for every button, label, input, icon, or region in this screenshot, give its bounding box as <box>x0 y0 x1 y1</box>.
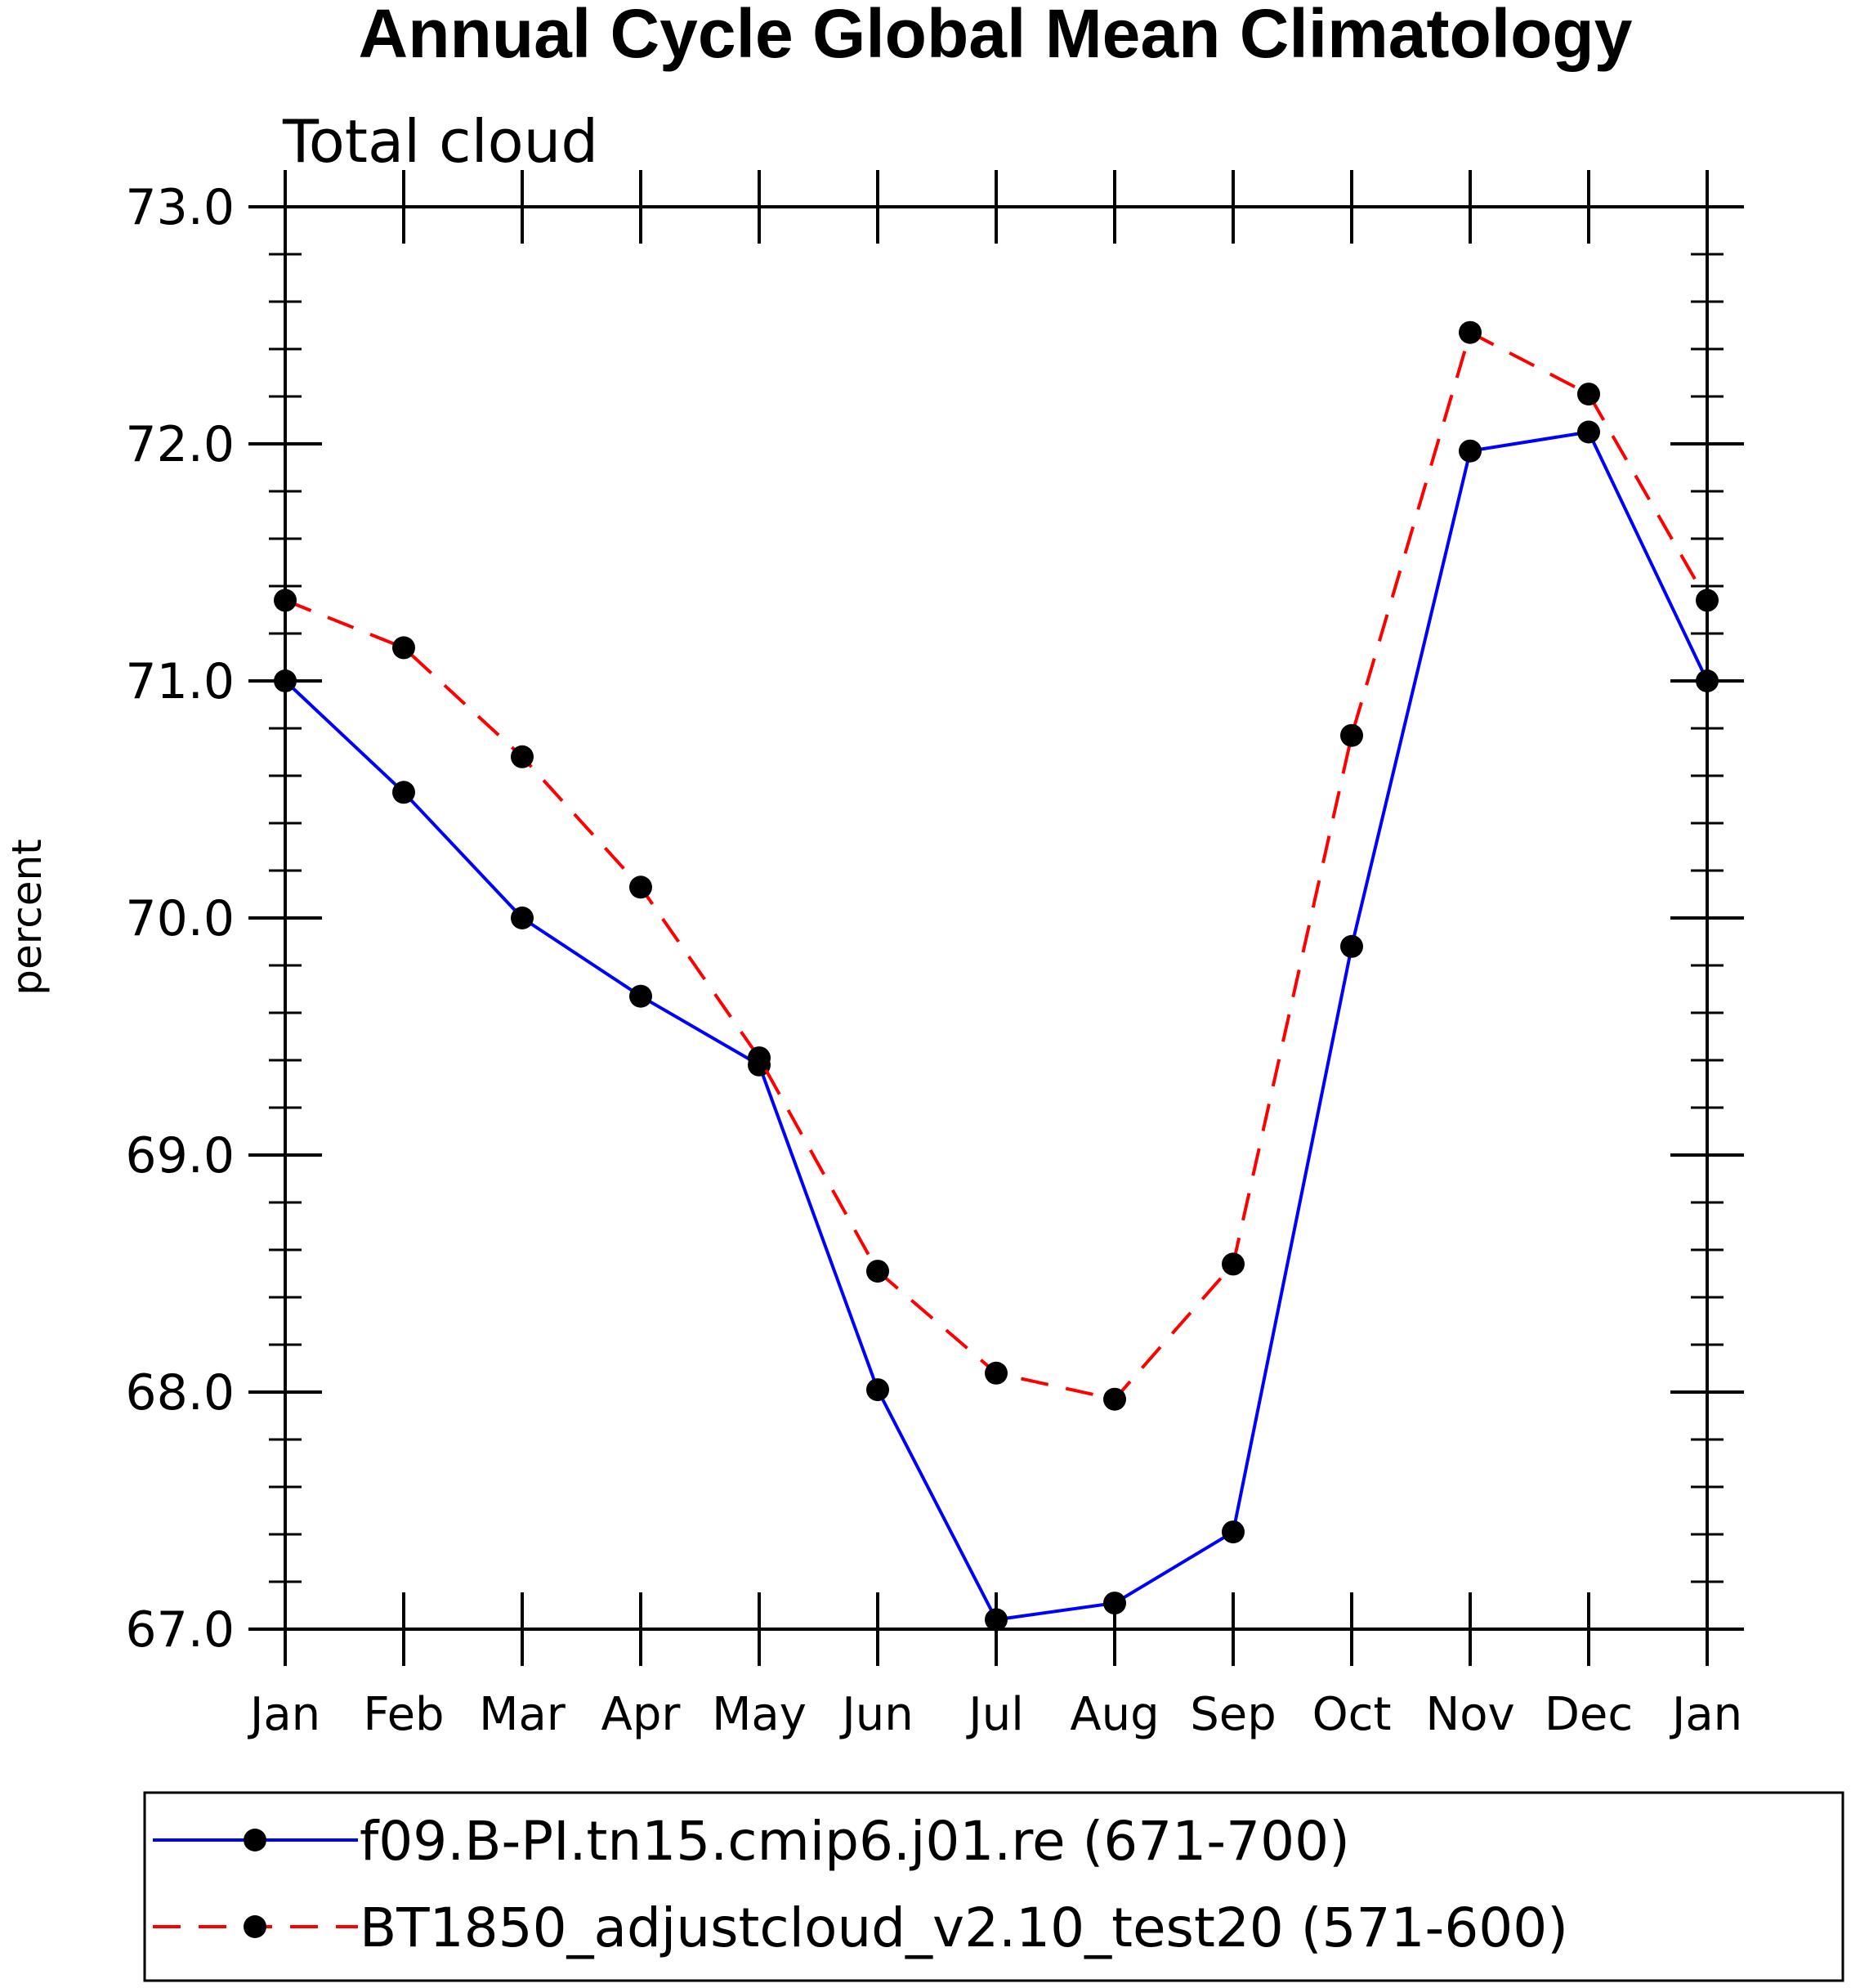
series-2-point <box>985 1361 1008 1385</box>
y-tick-label: 73.0 <box>125 179 235 236</box>
x-tick-label: Jul <box>966 1688 1024 1741</box>
y-tick-label: 71.0 <box>125 653 235 710</box>
x-tick-label: Mar <box>479 1688 566 1741</box>
x-tick-label: Apr <box>601 1688 682 1741</box>
legend-label-2: BT1850_adjustcloud_v2.10_test20 (571-600… <box>360 1896 1568 1959</box>
series-line-2 <box>284 329 1709 1401</box>
series-2-point <box>1340 723 1363 747</box>
plot-frame <box>284 205 1709 1631</box>
series-2-point <box>1459 320 1482 344</box>
series-1-point <box>1222 1520 1245 1544</box>
x-tick-label: Jun <box>839 1688 914 1741</box>
x-tick-label: Jan <box>1670 1688 1742 1741</box>
series-1-point <box>985 1608 1008 1632</box>
axis-ticks <box>248 170 1744 1666</box>
x-tick-labels: Jan Feb Mar Apr May Jun Jul Aug Sep Oct Nov Dec Jan <box>248 1688 1742 1741</box>
legend-box <box>143 1791 1844 1982</box>
data-series <box>274 320 1719 1632</box>
series-1-point <box>1340 934 1363 958</box>
y-tick-label: 70.0 <box>125 890 235 947</box>
y-axis-label: percent <box>3 839 51 996</box>
series-1-point <box>392 781 415 804</box>
series-2-point <box>866 1260 889 1283</box>
x-tick-label: Jan <box>248 1688 320 1741</box>
y-tick-labels: 67.0 68.0 69.0 70.0 71.0 72.0 73.0 <box>125 179 235 1659</box>
series-1-point <box>511 907 534 929</box>
legend-marker-2 <box>244 1915 266 1938</box>
y-tick-label: 69.0 <box>125 1127 235 1184</box>
legend-label-1: f09.B-PI.tn15.cmip6.j01.re (671-700) <box>360 1810 1350 1873</box>
series-1-point <box>866 1378 889 1402</box>
chart-title: Annual Cycle Global Mean Climatology <box>359 0 1633 72</box>
series-1-point <box>1459 439 1482 463</box>
series-1-point <box>629 984 652 1008</box>
series-1-point <box>1577 420 1600 444</box>
y-tick-label: 67.0 <box>125 1601 235 1659</box>
series-2-point <box>748 1046 771 1070</box>
series-2-point <box>511 745 534 768</box>
series-2-point <box>629 875 652 899</box>
y-tick-label: 68.0 <box>125 1364 235 1422</box>
series-2-point <box>1577 383 1600 406</box>
legend: f09.B-PI.tn15.cmip6.j01.re (671-700) BT18… <box>143 1791 1844 1982</box>
x-tick-label: Oct <box>1312 1688 1392 1741</box>
legend-items: f09.B-PI.tn15.cmip6.j01.re (671-700) BT18… <box>153 1810 1568 1959</box>
series-1-point <box>1103 1592 1126 1615</box>
legend-marker-1 <box>244 1829 266 1851</box>
y-tick-label: 72.0 <box>125 416 235 473</box>
x-tick-label: Feb <box>363 1688 444 1741</box>
x-tick-label: Nov <box>1425 1688 1514 1741</box>
x-tick-label: May <box>712 1688 807 1741</box>
chart-subtitle: Total cloud <box>282 107 598 176</box>
x-tick-label: Dec <box>1545 1688 1633 1741</box>
series-2-point <box>1222 1252 1245 1276</box>
series-2-point <box>1103 1387 1126 1411</box>
series-line-1 <box>284 430 1709 1622</box>
series-2-point <box>392 636 415 660</box>
x-tick-label: Aug <box>1070 1688 1159 1741</box>
x-tick-label: Sep <box>1190 1688 1276 1741</box>
